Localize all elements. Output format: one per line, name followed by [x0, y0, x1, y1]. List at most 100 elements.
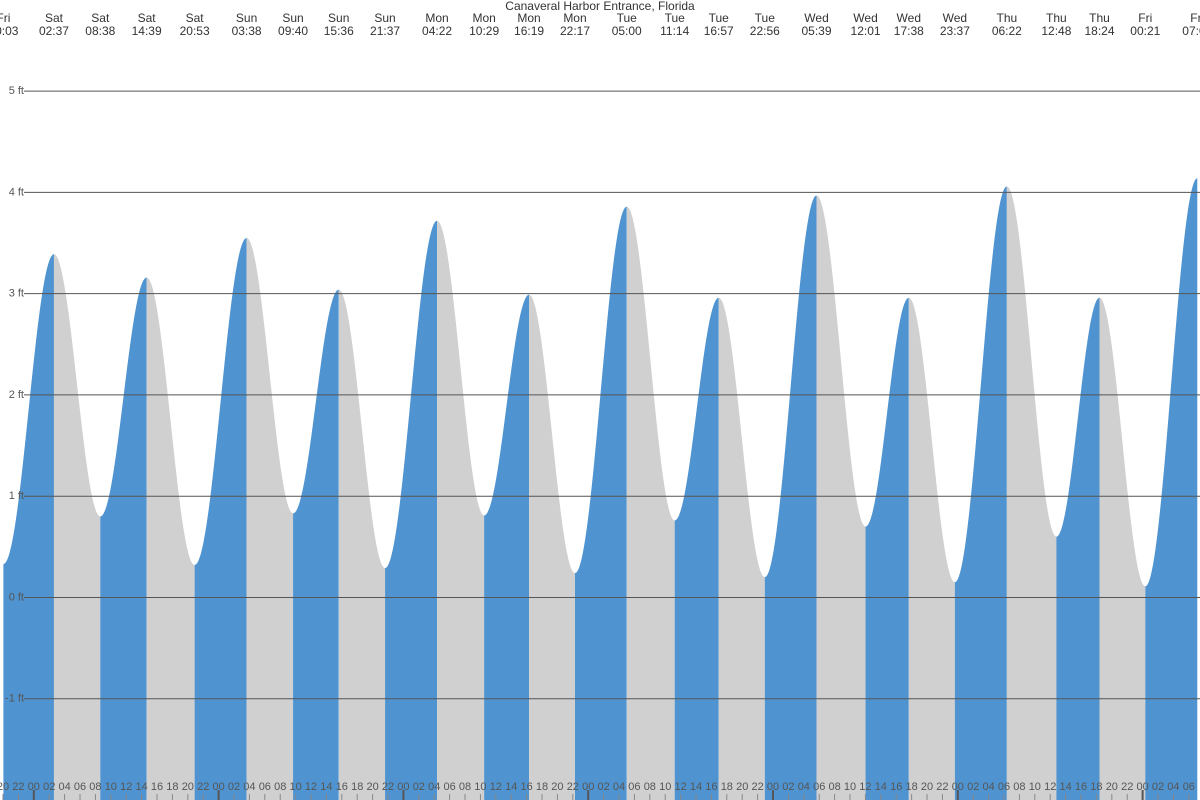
- rising-tide: [575, 206, 627, 800]
- x-tick-label: 02: [228, 781, 240, 793]
- falling-tide: [53, 254, 101, 800]
- rising-tide: [194, 237, 247, 800]
- rising-tide: [1056, 297, 1100, 800]
- rising-tide: [293, 289, 339, 800]
- falling-tide: [146, 277, 195, 800]
- x-tick-label: 20: [1106, 781, 1118, 793]
- extreme-day: Mon: [425, 11, 448, 25]
- rising-tide: [954, 186, 1007, 800]
- x-tick-label: 02: [782, 781, 794, 793]
- extreme-day: Sat: [91, 11, 110, 25]
- x-tick-label: 04: [243, 781, 255, 793]
- x-tick-label: 18: [536, 781, 548, 793]
- extreme-time: 20:03: [0, 24, 19, 38]
- x-tick-label: 16: [890, 781, 902, 793]
- falling-tide: [816, 195, 866, 800]
- extreme-day: Sun: [282, 11, 303, 25]
- extreme-time: 10:29: [469, 24, 499, 38]
- x-tick-label: 18: [351, 781, 363, 793]
- extreme-time: 02:37: [39, 24, 69, 38]
- x-tick-label: 18: [1090, 781, 1102, 793]
- extreme-time: 05:00: [612, 24, 642, 38]
- x-tick-label: 22: [197, 781, 209, 793]
- x-tick-label: 00: [28, 781, 40, 793]
- x-tick-label: 22: [751, 781, 763, 793]
- rising-tide: [674, 297, 719, 800]
- x-tick-label: 20: [736, 781, 748, 793]
- extreme-day: Sun: [236, 11, 257, 25]
- x-tick-label: 10: [1029, 781, 1041, 793]
- extreme-day: Tue: [709, 11, 730, 25]
- x-tick-label: 14: [320, 781, 332, 793]
- extreme-day: Fri: [1190, 11, 1200, 25]
- extreme-day: Thu: [1089, 11, 1110, 25]
- x-tick-label: 14: [1059, 781, 1071, 793]
- x-tick-label: 04: [798, 781, 810, 793]
- rising-tide: [385, 220, 438, 800]
- extreme-time: 11:14: [660, 24, 689, 38]
- x-tick-label: 16: [705, 781, 717, 793]
- extreme-day: Thu: [1046, 11, 1067, 25]
- extreme-time: 12:01: [851, 24, 881, 38]
- x-tick-label: 22: [1121, 781, 1133, 793]
- extreme-time: 22:17: [560, 24, 590, 38]
- rising-tide: [484, 294, 530, 800]
- extreme-time: 06:22: [992, 24, 1022, 38]
- y-tick-label: 5 ft: [9, 85, 24, 97]
- rising-tide: [865, 297, 909, 800]
- x-tick-label: 02: [43, 781, 55, 793]
- x-tick-label: 16: [336, 781, 348, 793]
- extreme-day: Sat: [138, 11, 157, 25]
- rising-tide: [100, 277, 147, 800]
- extreme-time: 12:48: [1041, 24, 1071, 38]
- y-tick-label: 1 ft: [9, 490, 24, 502]
- extreme-time: 14:39: [132, 24, 162, 38]
- extreme-day: Mon: [563, 11, 586, 25]
- x-tick-label: 22: [567, 781, 579, 793]
- x-tick-label: 14: [505, 781, 517, 793]
- extreme-day: Tue: [665, 11, 686, 25]
- extreme-time: 04:22: [422, 24, 452, 38]
- extreme-time: 23:37: [940, 24, 970, 38]
- x-tick-label: 02: [413, 781, 425, 793]
- x-tick-label: 08: [274, 781, 286, 793]
- x-tick-label: 18: [721, 781, 733, 793]
- x-tick-label: 12: [120, 781, 132, 793]
- x-tick-label: 22: [12, 781, 24, 793]
- chart-title: Canaveral Harbor Entrance, Florida: [505, 0, 695, 13]
- extreme-time: 16:57: [704, 24, 734, 38]
- x-tick-label: 06: [443, 781, 455, 793]
- x-tick-label: 16: [151, 781, 163, 793]
- x-tick-label: 06: [74, 781, 86, 793]
- x-tick-label: 08: [1013, 781, 1025, 793]
- x-tick-label: 20: [921, 781, 933, 793]
- x-tick-label: 20: [551, 781, 563, 793]
- falling-tide: [1099, 297, 1146, 800]
- x-tick-label: 04: [58, 781, 70, 793]
- x-tick-label: 02: [967, 781, 979, 793]
- x-tick-label: 00: [767, 781, 779, 793]
- extreme-day: Sat: [186, 11, 205, 25]
- x-tick-label: 04: [1167, 781, 1179, 793]
- x-tick-label: 14: [690, 781, 702, 793]
- x-tick-label: 00: [1136, 781, 1148, 793]
- extreme-day: Wed: [853, 11, 877, 25]
- extreme-time: 09:40: [278, 24, 308, 38]
- extreme-day: Sun: [374, 11, 395, 25]
- x-tick-label: 06: [1183, 781, 1195, 793]
- y-tick-label: 2 ft: [9, 389, 24, 401]
- extreme-day: Wed: [943, 11, 967, 25]
- x-tick-label: 20: [0, 781, 9, 793]
- extreme-day: Tue: [617, 11, 638, 25]
- x-tick-label: 12: [674, 781, 686, 793]
- x-tick-label: 18: [166, 781, 178, 793]
- x-tick-label: 12: [305, 781, 317, 793]
- extreme-day: Mon: [517, 11, 540, 25]
- extreme-day: Wed: [897, 11, 921, 25]
- x-tick-label: 10: [105, 781, 117, 793]
- x-tick-label: 22: [936, 781, 948, 793]
- extreme-day: Sat: [45, 11, 64, 25]
- falling-tide: [529, 294, 575, 800]
- extreme-time: 15:36: [324, 24, 354, 38]
